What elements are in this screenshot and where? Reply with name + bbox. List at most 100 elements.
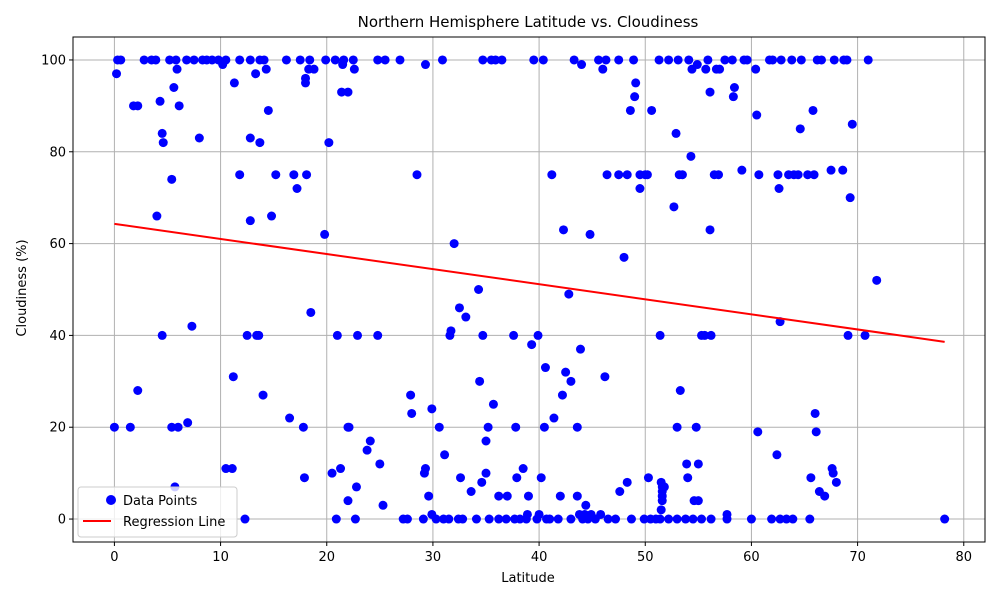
data-point [501, 514, 511, 524]
data-point [545, 514, 555, 524]
data-point [183, 418, 193, 428]
data-point [803, 170, 813, 180]
data-point [728, 92, 738, 102]
x-tick-label: 80 [955, 550, 972, 565]
data-point [478, 330, 488, 340]
x-tick-label: 70 [849, 550, 866, 565]
data-point [449, 239, 459, 249]
data-point [351, 482, 361, 492]
data-point [437, 55, 447, 65]
data-point [261, 64, 271, 74]
data-point [109, 422, 119, 432]
data-point [207, 55, 217, 65]
data-point [575, 344, 585, 354]
data-point [221, 55, 231, 65]
regression-line [114, 222, 945, 343]
data-point [796, 55, 806, 65]
data-point [434, 422, 444, 432]
x-tick-label: 0 [110, 550, 118, 565]
data-point [630, 92, 640, 102]
data-point [672, 422, 682, 432]
legend-label-points: Data Points [123, 494, 197, 509]
data-point [271, 170, 281, 180]
data-point [527, 340, 537, 350]
data-point [547, 170, 557, 180]
data-point [673, 55, 683, 65]
data-point [158, 138, 168, 148]
data-point [539, 422, 549, 432]
data-point [245, 133, 255, 143]
data-point [538, 55, 548, 65]
data-point [642, 170, 652, 180]
data-point [691, 422, 701, 432]
data-point [330, 55, 340, 65]
data-point [664, 55, 674, 65]
data-point [664, 514, 674, 524]
data-point [167, 422, 177, 432]
data-point [625, 105, 635, 115]
data-point [245, 216, 255, 226]
data-point [255, 138, 265, 148]
data-point [872, 275, 882, 285]
x-axis-title: Latitude [501, 571, 555, 586]
data-point [165, 55, 175, 65]
data-point [171, 55, 181, 65]
data-point [714, 170, 724, 180]
plot-frame [72, 36, 986, 543]
data-point [536, 473, 546, 483]
data-point [285, 413, 295, 423]
data-point [773, 170, 783, 180]
data-point [727, 55, 737, 65]
data-point [494, 514, 504, 524]
data-point [742, 55, 752, 65]
data-point [337, 87, 347, 97]
data-point [682, 459, 692, 469]
data-point [722, 509, 732, 519]
regression-line-group [114, 222, 945, 343]
data-point [512, 473, 522, 483]
data-point [174, 101, 184, 111]
legend-box [77, 486, 238, 538]
data-point [559, 225, 569, 235]
data-point [194, 133, 204, 143]
data-point [263, 105, 273, 115]
data-point [227, 464, 237, 474]
data-point [626, 514, 636, 524]
data-point [654, 55, 664, 65]
data-point [686, 151, 696, 161]
data-point [305, 55, 315, 65]
data-point [831, 477, 841, 487]
data-point [139, 55, 149, 65]
data-point [549, 413, 559, 423]
data-point [446, 326, 456, 336]
data-point [221, 464, 231, 474]
data-point [420, 60, 430, 70]
data-point [657, 496, 667, 506]
data-point [402, 514, 412, 524]
data-point [373, 55, 383, 65]
data-point [655, 330, 665, 340]
x-axis-ticks: 0 10 20 30 40 50 60 70 80 [110, 542, 972, 565]
data-point [509, 330, 519, 340]
data-point [483, 422, 493, 432]
data-point [375, 459, 385, 469]
data-point [431, 514, 441, 524]
data-point [380, 55, 390, 65]
data-point [112, 69, 122, 79]
x-tick-label: 30 [425, 550, 442, 565]
data-point [254, 330, 264, 340]
data-point [295, 55, 305, 65]
data-point [327, 468, 337, 478]
data-point [577, 60, 587, 70]
data-point [706, 514, 716, 524]
data-point [344, 422, 354, 432]
chart-title: Northern Hemisphere Latitude vs. Cloudin… [358, 13, 699, 31]
data-point [189, 55, 199, 65]
data-point [788, 514, 798, 524]
data-point [157, 128, 167, 138]
data-point [705, 225, 715, 235]
data-point [481, 468, 491, 478]
data-point [458, 514, 468, 524]
data-point [776, 55, 786, 65]
data-point [534, 509, 544, 519]
